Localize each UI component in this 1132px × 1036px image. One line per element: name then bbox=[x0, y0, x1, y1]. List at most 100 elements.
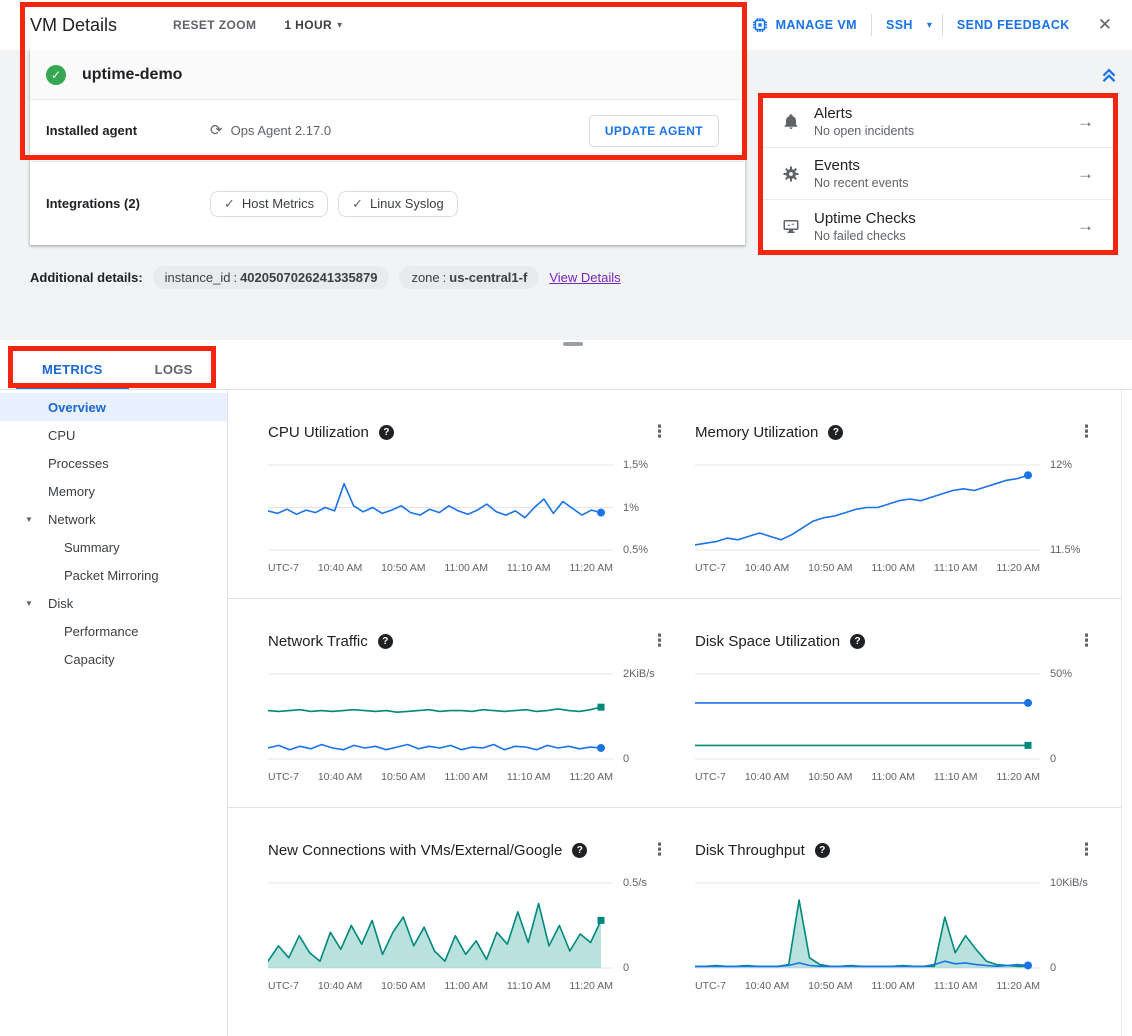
uptime-checks-row[interactable]: Uptime Checks No failed checks → bbox=[762, 200, 1114, 252]
x-axis-label: 10:40 AM bbox=[317, 771, 363, 783]
x-axis-label: 11:00 AM bbox=[444, 980, 488, 992]
integration-chip-linux-syslog: ✓ Linux Syslog bbox=[338, 190, 458, 217]
monitor-icon bbox=[783, 220, 799, 233]
new-connections-plot[interactable] bbox=[268, 878, 613, 973]
manage-vm-button[interactable]: MANAGE VM bbox=[737, 16, 871, 34]
help-icon[interactable]: ? bbox=[814, 842, 830, 858]
x-axis-label: 10:50 AM bbox=[808, 771, 853, 783]
tab-metrics[interactable]: METRICS bbox=[16, 350, 129, 389]
alerts-title: Alerts bbox=[814, 105, 853, 122]
x-axis: UTC-7 10:40 AM 10:50 AM 11:00 AM 11:10 AM 11:… bbox=[695, 980, 1040, 992]
manage-vm-label: MANAGE VM bbox=[775, 18, 857, 32]
tab-logs[interactable]: LOGS bbox=[154, 362, 193, 377]
chart-title: Memory Utilization bbox=[695, 423, 819, 441]
sidebar-item-processes[interactable]: Processes bbox=[48, 455, 109, 471]
cpu-utilization-plot[interactable] bbox=[268, 460, 613, 555]
more-options-icon[interactable]: ⋮ bbox=[1078, 422, 1095, 441]
more-options-icon[interactable]: ⋮ bbox=[651, 631, 668, 650]
integrations-row: Integrations (2) ✓ Host Metrics ✓ Linux … bbox=[30, 162, 745, 245]
metrics-content: Overview CPU Processes Memory ▼ Network S… bbox=[0, 390, 1132, 1036]
scroll-gutter bbox=[1121, 390, 1132, 1036]
send-feedback-button[interactable]: SEND FEEDBACK bbox=[943, 18, 1084, 32]
events-row[interactable]: Events No recent events → bbox=[762, 148, 1114, 200]
more-options-icon[interactable]: ⋮ bbox=[1078, 840, 1095, 859]
time-range-dropdown[interactable]: 1 HOUR ▾ bbox=[284, 18, 342, 32]
x-axis-label: 11:10 AM bbox=[506, 771, 551, 783]
chart-title: Disk Throughput bbox=[695, 841, 805, 859]
x-axis-label: UTC-7 bbox=[695, 980, 726, 992]
sidebar-item-performance[interactable]: Performance bbox=[64, 623, 139, 639]
help-icon[interactable]: ? bbox=[377, 633, 393, 649]
vm-status-row: ✓ uptime-demo bbox=[30, 50, 745, 100]
x-axis-label: 10:50 AM bbox=[381, 562, 426, 574]
sidebar-item-packet-mirroring[interactable]: Packet Mirroring bbox=[64, 567, 159, 583]
integration-chip-label: Linux Syslog bbox=[370, 196, 444, 211]
view-details-link[interactable]: View Details bbox=[549, 270, 621, 285]
sidebar-item-capacity[interactable]: Capacity bbox=[64, 651, 115, 667]
reset-zoom-button[interactable]: RESET ZOOM bbox=[173, 18, 257, 32]
x-axis-label: 11:20 AM bbox=[569, 562, 613, 574]
divider bbox=[870, 14, 872, 36]
uptime-checks-title: Uptime Checks bbox=[814, 209, 916, 227]
chart-network-traffic: Network Traffic ? ⋮ 2KiB/s 0 UTC-7 10:40 A… bbox=[268, 629, 668, 783]
x-axis: UTC-7 10:40 AM 10:50 AM 11:00 AM 11:10 AM 11:… bbox=[695, 562, 1040, 574]
arrow-right-icon[interactable]: → bbox=[1077, 163, 1094, 183]
x-axis-label: UTC-7 bbox=[695, 562, 726, 574]
metrics-sidebar: Overview CPU Processes Memory ▼ Network S… bbox=[0, 390, 228, 1036]
panel-header: VM Details RESET ZOOM 1 HOUR ▾ MANAGE VM… bbox=[0, 0, 1132, 50]
x-axis-label: 11:20 AM bbox=[569, 771, 613, 783]
new-connections-svg bbox=[268, 882, 613, 969]
y-axis: 2KiB/s 0 bbox=[613, 668, 668, 765]
chart-new-connections: New Connections with VMs/External/Google… bbox=[268, 838, 668, 992]
y-axis-label: 10KiB/s bbox=[1050, 877, 1088, 889]
ssh-dropdown-caret-icon[interactable]: ▾ bbox=[927, 20, 942, 31]
x-axis-label: 11:10 AM bbox=[933, 562, 978, 574]
y-axis: 50% 0 bbox=[1040, 668, 1095, 765]
sidebar-item-summary[interactable]: Summary bbox=[64, 539, 120, 555]
chip-value: us-central1-f bbox=[449, 270, 528, 285]
charts-row-3: New Connections with VMs/External/Google… bbox=[228, 808, 1132, 1016]
sidebar-item-network[interactable]: ▼ Network bbox=[0, 505, 227, 533]
network-traffic-plot[interactable] bbox=[268, 669, 613, 764]
disk-space-utilization-plot[interactable] bbox=[695, 669, 1040, 764]
sidebar-item-disk[interactable]: ▼ Disk bbox=[0, 589, 227, 617]
close-icon[interactable]: ✕ bbox=[1084, 15, 1120, 35]
sidebar-item-memory[interactable]: Memory bbox=[48, 483, 95, 499]
ssh-button[interactable]: SSH bbox=[872, 18, 927, 32]
collapse-all-icon[interactable] bbox=[1099, 64, 1119, 84]
arrow-right-icon[interactable]: → bbox=[1077, 111, 1094, 131]
sidebar-item-cpu[interactable]: CPU bbox=[48, 427, 76, 443]
integrations-label: Integrations (2) bbox=[46, 196, 140, 211]
observability-panel: Alerts No open incidents → Events No rec… bbox=[762, 96, 1114, 252]
x-axis-label: 11:00 AM bbox=[444, 562, 488, 574]
sidebar-item-overview[interactable]: Overview bbox=[0, 393, 227, 421]
more-options-icon[interactable]: ⋮ bbox=[651, 840, 668, 859]
chevron-down-icon: ▼ bbox=[25, 598, 33, 608]
disk-throughput-plot[interactable] bbox=[695, 878, 1040, 973]
y-axis-label: 1% bbox=[623, 501, 639, 514]
memory-utilization-plot[interactable] bbox=[695, 460, 1040, 555]
help-icon[interactable]: ? bbox=[828, 424, 844, 440]
y-axis-label: 12% bbox=[1050, 459, 1073, 471]
additional-details-label: Additional details: bbox=[30, 270, 143, 285]
header-actions: MANAGE VM SSH ▾ SEND FEEDBACK ✕ bbox=[737, 14, 1120, 36]
x-axis-label: 10:50 AM bbox=[381, 771, 426, 783]
help-icon[interactable]: ? bbox=[572, 842, 588, 858]
x-axis-label: 10:50 AM bbox=[381, 980, 426, 992]
x-axis: UTC-7 10:40 AM 10:50 AM 11:00 AM 11:10 AM 11:… bbox=[268, 562, 613, 574]
panel-resize-handle[interactable] bbox=[563, 342, 583, 346]
help-icon[interactable]: ? bbox=[850, 633, 866, 649]
y-axis-label: 50% bbox=[1050, 668, 1073, 680]
help-icon[interactable]: ? bbox=[378, 424, 394, 440]
y-axis-label: 1.5% bbox=[623, 459, 649, 471]
more-options-icon[interactable]: ⋮ bbox=[651, 422, 668, 441]
chart-title: Network Traffic bbox=[268, 632, 368, 650]
update-agent-button[interactable]: UPDATE AGENT bbox=[588, 114, 719, 147]
x-axis-label: 10:50 AM bbox=[808, 980, 853, 992]
y-axis: 12% 11.5% bbox=[1040, 459, 1095, 556]
more-options-icon[interactable]: ⋮ bbox=[1078, 631, 1095, 650]
arrow-right-icon[interactable]: → bbox=[1077, 216, 1094, 235]
y-axis-label: 0 bbox=[623, 962, 630, 974]
alerts-row[interactable]: Alerts No open incidents → bbox=[762, 96, 1114, 148]
chevron-down-icon: ▾ bbox=[337, 19, 343, 31]
